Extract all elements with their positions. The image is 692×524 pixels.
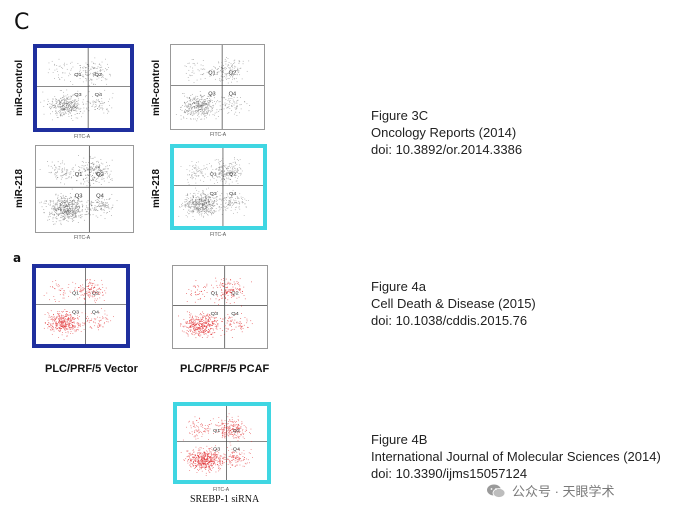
svg-text:Q4: Q4	[95, 92, 103, 98]
watermark: 公众号 · 天眼学术	[486, 481, 615, 500]
svg-text:Q3: Q3	[211, 311, 219, 317]
svg-text:Q2: Q2	[92, 291, 99, 296]
svg-text:Q1: Q1	[75, 172, 83, 178]
reference-figure-3c: Figure 3C Oncology Reports (2014) doi: 1…	[371, 107, 522, 158]
ref-figure: Figure 4a	[371, 279, 426, 294]
svg-text:Q2: Q2	[231, 291, 239, 297]
ref-journal: Cell Death & Disease (2015)	[371, 296, 536, 311]
ylabel-mir-control-2: miR-control	[151, 59, 162, 116]
flow-plot-mir-218-right: Q1 Q2 Q3 Q4	[170, 144, 267, 230]
flow-plot-plc-vector: Q1 Q2 Q3 Q4	[32, 264, 130, 348]
svg-text:Q1: Q1	[211, 291, 219, 297]
panel-letter-c: C	[14, 10, 30, 35]
svg-text:Q2: Q2	[95, 72, 103, 78]
x-axis-label-2: FITC-A	[210, 132, 227, 138]
ref-doi: doi: 10.3390/ijms15057124	[371, 466, 528, 481]
svg-text:Q2: Q2	[229, 71, 236, 77]
watermark-text: 公众号 · 天眼学术	[512, 484, 615, 499]
svg-text:Q2: Q2	[229, 172, 236, 178]
ref-figure: Figure 4B	[371, 432, 428, 447]
svg-text:Q3: Q3	[72, 310, 79, 315]
x-axis-label-5: FITC-A	[213, 487, 230, 493]
x-axis-label-3: FITC-A	[74, 235, 91, 241]
flow-plot-mir-control-left: Q1 Q2 Q3 Q4	[33, 44, 134, 132]
svg-text:Q4: Q4	[231, 311, 239, 317]
svg-text:Q4: Q4	[96, 194, 104, 200]
ylabel-mir-218-2: miR-218	[151, 169, 162, 208]
caption-plc-vector: PLC/PRF/5 Vector	[45, 363, 138, 375]
svg-text:Q4: Q4	[229, 92, 236, 98]
x-axis-label-1: FITC-A	[74, 134, 91, 140]
flow-plot-mir-218-left: Q1 Q2 Q3 Q4	[35, 145, 134, 233]
svg-text:Q3: Q3	[74, 92, 82, 98]
svg-text:Q1: Q1	[74, 72, 82, 78]
ylabel-mir-218-1: miR-218	[14, 169, 25, 208]
svg-text:Q3: Q3	[208, 92, 215, 98]
caption-srebp1-sirna: SREBP-1 siRNA	[190, 494, 260, 505]
svg-text:Q1: Q1	[208, 71, 215, 77]
svg-text:Q3: Q3	[75, 194, 83, 200]
flow-plot-mir-control-right: Q1 Q2 Q3 Q4	[170, 44, 265, 130]
ref-figure: Figure 3C	[371, 108, 429, 123]
svg-text:Q1: Q1	[210, 172, 217, 178]
caption-plc-pcaf: PLC/PRF/5 PCAF	[180, 363, 270, 375]
svg-text:Q4: Q4	[92, 310, 99, 315]
flow-plot-plc-pcaf: Q1 Q2 Q3 Q4	[172, 265, 268, 349]
svg-text:Q4: Q4	[229, 191, 236, 197]
panel-letter-a: a	[13, 251, 22, 265]
ref-doi: doi: 10.1038/cddis.2015.76	[371, 313, 528, 328]
ylabel-mir-control-1: miR-control	[14, 59, 25, 116]
svg-text:Q3: Q3	[210, 191, 217, 197]
x-axis-label-4: FITC-A	[210, 232, 227, 238]
reference-figure-4a: Figure 4a Cell Death & Disease (2015) do…	[371, 278, 536, 329]
ref-doi: doi: 10.3892/or.2014.3386	[371, 142, 523, 157]
svg-text:Q1: Q1	[72, 291, 79, 296]
wechat-icon	[486, 484, 506, 498]
flow-plot-srebp1-sirna: Q1 Q2 Q3 Q4	[173, 402, 271, 484]
reference-figure-4b: Figure 4B International Journal of Molec…	[371, 431, 661, 482]
ref-journal: International Journal of Molecular Scien…	[371, 449, 661, 464]
ref-journal: Oncology Reports (2014)	[371, 125, 517, 140]
svg-text:Q2: Q2	[96, 172, 104, 178]
